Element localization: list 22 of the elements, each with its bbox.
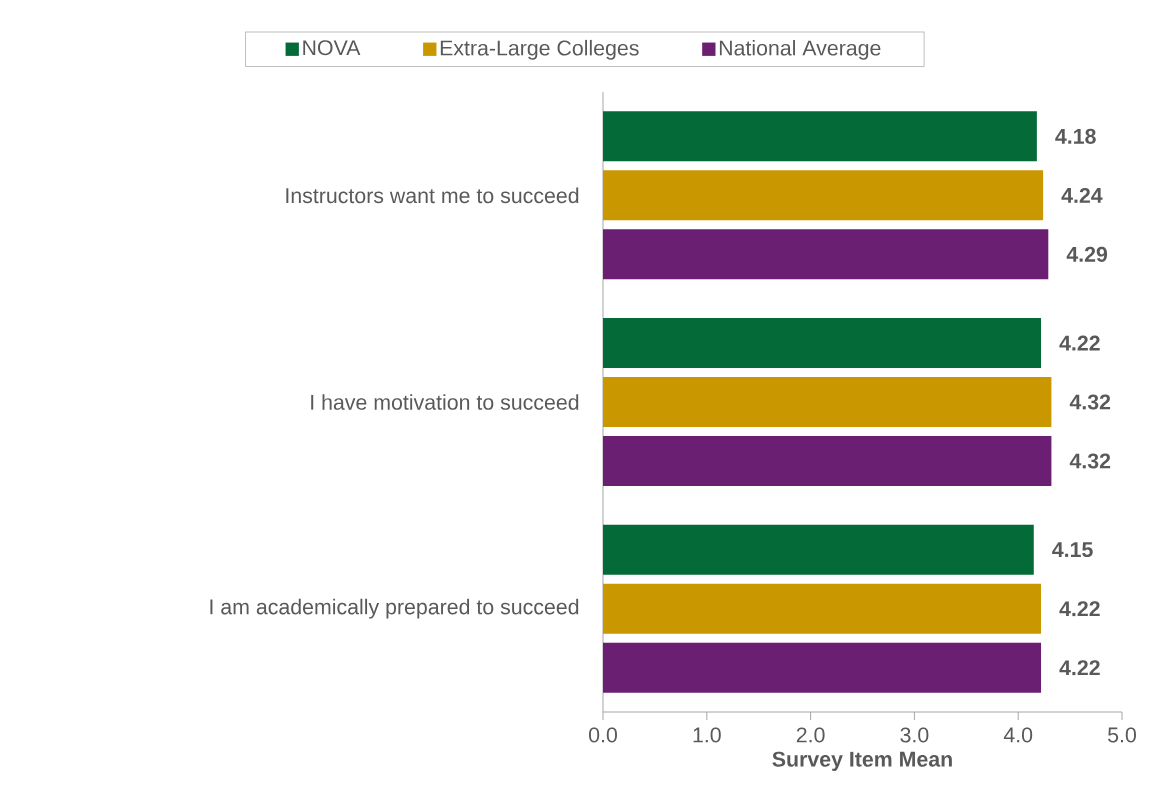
data-label: 4.24 bbox=[1061, 187, 1103, 203]
legend-label: National Average bbox=[719, 39, 881, 60]
x-tick-label: 1.0 bbox=[693, 727, 721, 743]
x-tick-label: 3.0 bbox=[900, 727, 929, 743]
data-label: 4.32 bbox=[1069, 394, 1111, 410]
x-tick-label: 4.0 bbox=[1003, 727, 1033, 743]
x-tick-label: 0.0 bbox=[589, 727, 617, 743]
legend-label: NOVA bbox=[303, 40, 361, 56]
data-label: 4.32 bbox=[1069, 453, 1111, 469]
x-tick-label: 2.0 bbox=[796, 727, 825, 743]
data-label: 4.22 bbox=[1059, 660, 1100, 676]
data-label: 4.22 bbox=[1059, 335, 1100, 351]
y-tick-label: I have motivation to succeed bbox=[311, 394, 579, 410]
data-label: 4.18 bbox=[1055, 128, 1096, 144]
x-axis-title: Survey Item Mean bbox=[772, 751, 952, 771]
data-label: 4.29 bbox=[1066, 246, 1108, 262]
data-label: 4.15 bbox=[1052, 542, 1093, 558]
legend-label: Extra-Large Colleges bbox=[440, 39, 639, 60]
y-tick-label: I am academically prepared to succeed bbox=[210, 598, 579, 619]
data-label: 4.22 bbox=[1059, 601, 1100, 617]
y-tick-label: Instructors want me to succeed bbox=[286, 187, 579, 204]
x-tick-label: 5.0 bbox=[1108, 727, 1136, 743]
